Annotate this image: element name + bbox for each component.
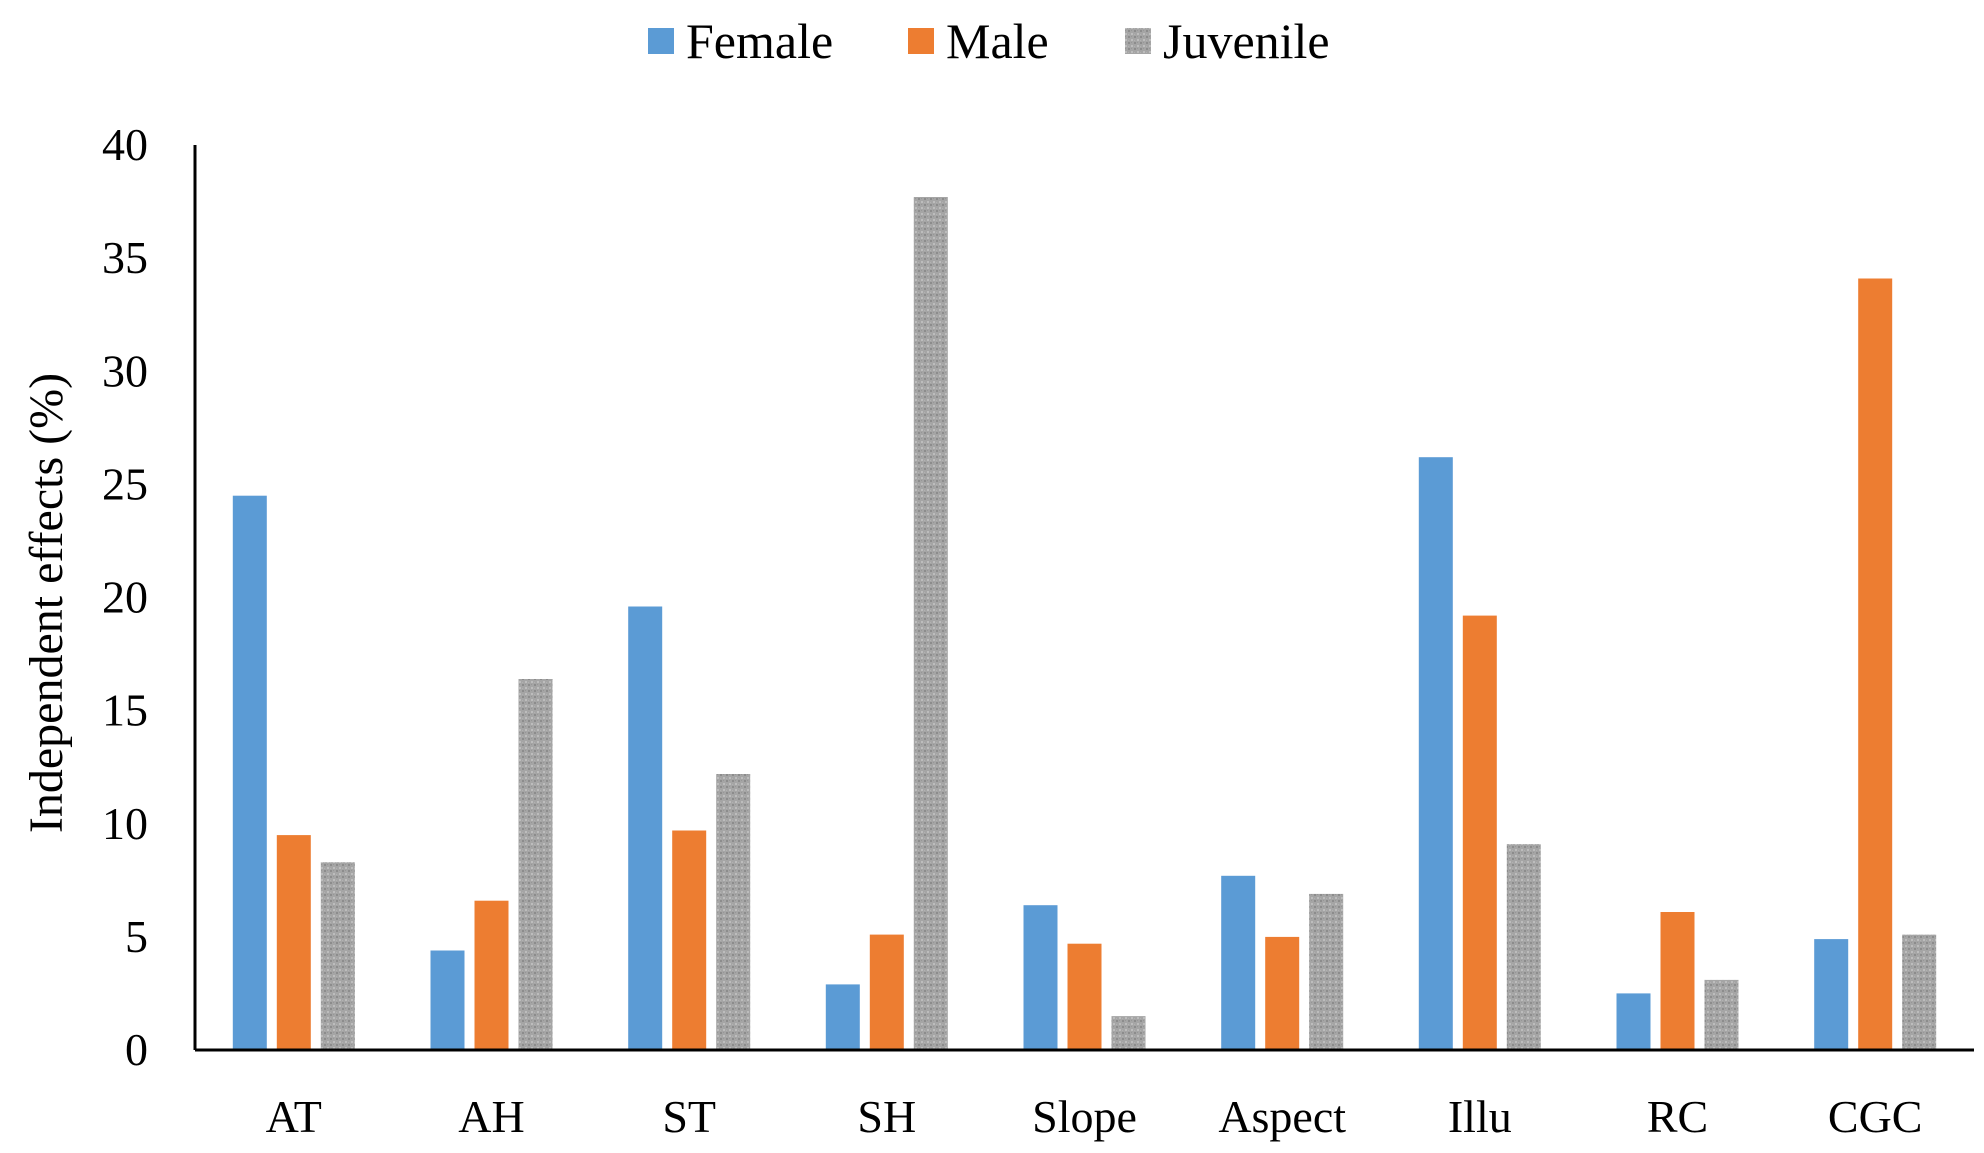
bar-male-at: [276, 835, 311, 1050]
bar-female-illu: [1418, 457, 1453, 1050]
y-tick-label-25: 25: [102, 458, 148, 509]
legend-swatch-male: [908, 28, 934, 54]
bar-female-at: [232, 495, 267, 1050]
y-tick-label-40: 40: [102, 119, 148, 170]
bar-juvenile-illu: [1506, 844, 1541, 1050]
bar-male-st: [672, 830, 707, 1050]
y-tick-label-10: 10: [102, 798, 148, 849]
bar-female-aspect: [1221, 875, 1256, 1050]
y-tick-label-35: 35: [102, 232, 148, 283]
x-tick-label-ah: AH: [458, 1091, 524, 1142]
y-tick-label-5: 5: [125, 911, 148, 962]
bar-female-st: [628, 606, 663, 1050]
bar-male-slope: [1067, 943, 1102, 1050]
bar-female-rc: [1616, 993, 1651, 1050]
y-axis-ticks: 0 5 10 15 20 25 30 35 40: [102, 119, 148, 1075]
x-tick-label-aspect: Aspect: [1218, 1091, 1346, 1142]
bar-male-aspect: [1265, 936, 1300, 1050]
bar-juvenile-rc: [1704, 979, 1739, 1050]
x-tick-label-st: ST: [662, 1091, 716, 1142]
bar-juvenile-ah: [518, 679, 553, 1050]
legend-label-female: Female: [686, 13, 833, 69]
y-tick-label-15: 15: [102, 685, 148, 736]
x-tick-label-illu: Illu: [1448, 1091, 1512, 1142]
bar-juvenile-aspect: [1309, 893, 1344, 1050]
x-axis-labels: AT AH ST SH Slope Aspect Illu RC CGC: [266, 1091, 1923, 1142]
bar-male-cgc: [1858, 278, 1893, 1050]
bar-female-ah: [430, 950, 465, 1050]
x-tick-label-sh: SH: [857, 1091, 916, 1142]
bar-male-ah: [474, 900, 509, 1050]
y-tick-label-30: 30: [102, 345, 148, 396]
legend-label-juvenile: Juvenile: [1163, 13, 1330, 69]
bar-male-rc: [1660, 912, 1695, 1050]
bars: [232, 197, 1937, 1050]
legend-swatch-female: [648, 28, 674, 54]
x-tick-label-rc: RC: [1647, 1091, 1708, 1142]
bar-juvenile-cgc: [1902, 934, 1937, 1050]
legend-label-male: Male: [946, 13, 1049, 69]
bar-female-sh: [825, 984, 860, 1050]
bar-juvenile-slope: [1111, 1016, 1146, 1050]
y-tick-label-0: 0: [125, 1024, 148, 1075]
x-tick-label-cgc: CGC: [1828, 1091, 1923, 1142]
bar-juvenile-sh: [913, 197, 948, 1050]
legend: Female Male Juvenile: [648, 13, 1330, 69]
y-tick-label-20: 20: [102, 572, 148, 623]
legend-swatch-juvenile: [1125, 28, 1151, 54]
bar-male-illu: [1462, 615, 1497, 1050]
bar-juvenile-at: [320, 862, 355, 1050]
bar-juvenile-st: [716, 774, 751, 1050]
x-tick-label-slope: Slope: [1032, 1091, 1137, 1142]
bar-female-cgc: [1814, 939, 1849, 1050]
bar-male-sh: [869, 934, 904, 1050]
x-tick-label-at: AT: [266, 1091, 322, 1142]
bar-female-slope: [1023, 905, 1058, 1050]
y-axis-title: Independent effects (%): [20, 373, 73, 833]
